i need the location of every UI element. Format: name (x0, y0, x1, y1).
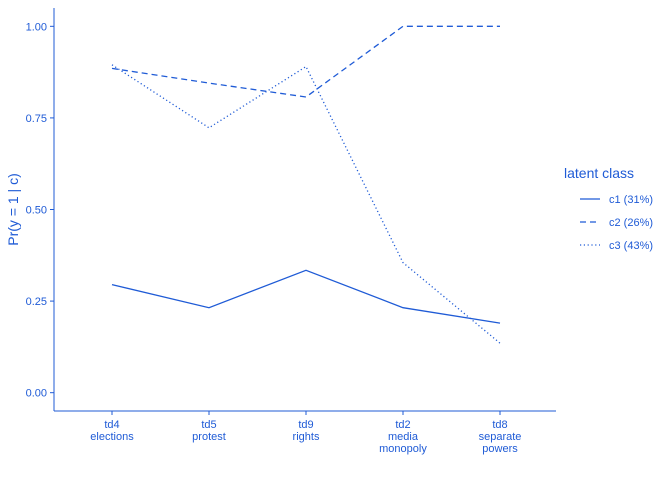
series-line-3 (111, 64, 501, 344)
x-tick-label: td2 media monopoly (379, 419, 427, 455)
legend: latent class c1 (31%) c2 (26%) c3 (43%) (564, 165, 653, 252)
y-tick-label: 0.75 (26, 113, 47, 125)
series-line-1 (111, 269, 501, 324)
y-tick-label: 0.00 (26, 388, 47, 400)
y-tick-label: 0.50 (26, 205, 47, 217)
series-lines (111, 25, 501, 344)
x-tick-label: td8 separate powers (479, 419, 522, 455)
y-axis-title: Pr(y = 1 | c) (5, 173, 21, 245)
axes: 0.00 0.25 0.50 0.75 1.00 td4 elections td5 prote… (5, 8, 556, 455)
y-tick-label: 1.00 (26, 21, 47, 33)
legend-title: latent class (564, 165, 634, 181)
legend-label-3: c3 (43%) (609, 240, 653, 252)
x-tick-label: td9 rights (293, 419, 320, 443)
legend-label-1: c1 (31%) (609, 194, 653, 206)
series-line-2 (111, 25, 500, 98)
x-tick-label: td5 protest (192, 419, 226, 443)
legend-label-2: c2 (26%) (609, 217, 653, 229)
x-tick-label: td4 elections (90, 419, 134, 443)
y-tick-label: 0.25 (26, 296, 47, 308)
